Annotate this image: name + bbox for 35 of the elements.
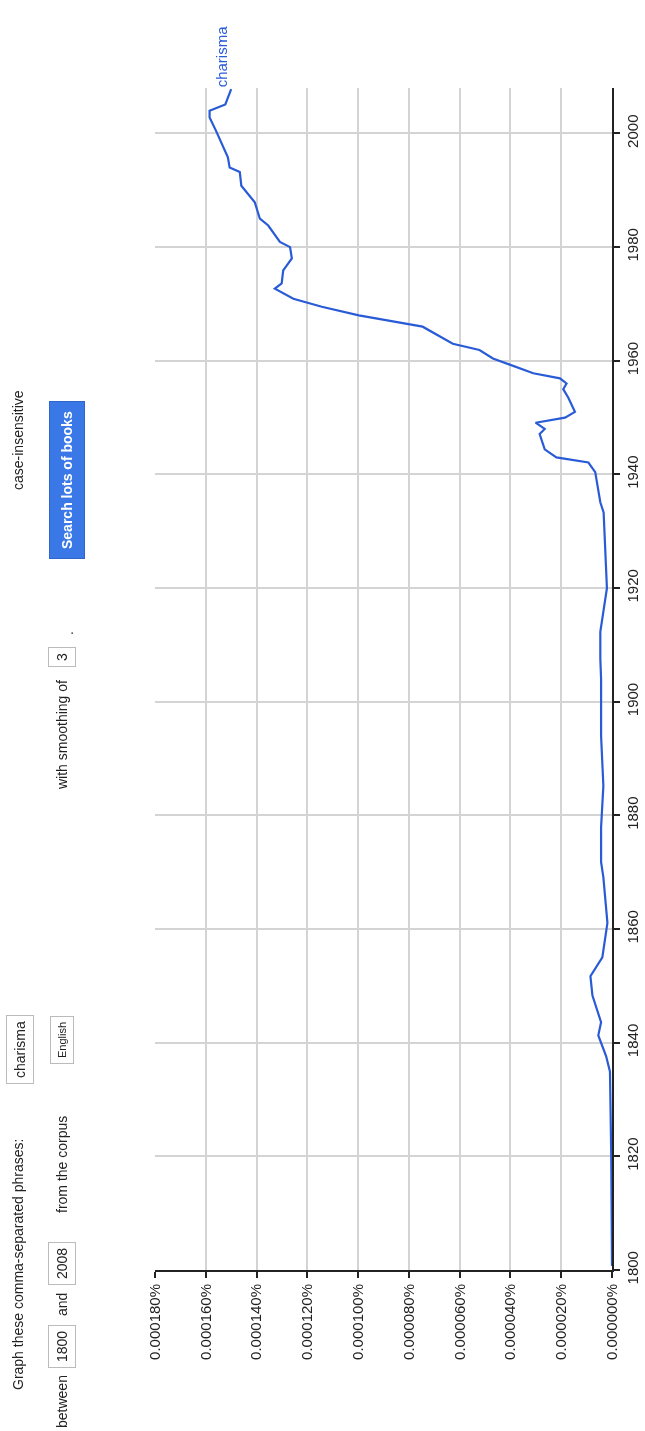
text: . bbox=[60, 631, 76, 635]
text: from the corpus bbox=[54, 1115, 70, 1213]
x-tick-label: 0.000180% bbox=[145, 1284, 163, 1360]
y-tick-label: 1800 bbox=[624, 1251, 641, 1285]
x-tick-label: 0.000160% bbox=[196, 1284, 214, 1360]
x-tick-label: 0.000120% bbox=[298, 1284, 316, 1360]
y-tick-label: 2000 bbox=[624, 114, 641, 148]
text: with smoothing of bbox=[54, 679, 70, 790]
y-tick-label: 1980 bbox=[624, 228, 641, 262]
y-tick-label: 1840 bbox=[624, 1023, 641, 1058]
text: between bbox=[54, 1375, 70, 1428]
text: charisma bbox=[12, 1020, 28, 1078]
x-tick-label: 0.000000% bbox=[602, 1284, 620, 1360]
y-tick-label: 1860 bbox=[624, 910, 641, 944]
text: 2008 bbox=[54, 1247, 70, 1279]
y-tick-label: 1960 bbox=[624, 341, 641, 376]
text: charisma bbox=[213, 25, 231, 88]
y-tick-label: 1920 bbox=[624, 569, 641, 603]
y-tick-label: 1940 bbox=[624, 455, 641, 489]
text: 3 bbox=[54, 653, 70, 661]
y-tick-label: 1820 bbox=[624, 1137, 641, 1171]
y-tick-label: 1880 bbox=[624, 796, 641, 830]
text: Graph these comma-separated phrases: bbox=[10, 1138, 26, 1390]
text: English bbox=[56, 1021, 68, 1058]
y-tick-label: 1900 bbox=[624, 682, 641, 717]
x-tick-label: 0.000100% bbox=[348, 1284, 366, 1360]
text: and bbox=[54, 1292, 70, 1316]
x-tick-label: 0.000060% bbox=[450, 1284, 468, 1360]
x-tick-label: 0.000020% bbox=[552, 1284, 570, 1360]
text: Search lots of books bbox=[59, 411, 75, 549]
x-tick-label: 0.000080% bbox=[399, 1284, 417, 1360]
x-tick-label: 0.000040% bbox=[501, 1284, 519, 1360]
text: case-insensitive bbox=[10, 390, 26, 490]
text: 1800 bbox=[54, 1330, 70, 1362]
x-tick-label: 0.000140% bbox=[247, 1284, 265, 1360]
